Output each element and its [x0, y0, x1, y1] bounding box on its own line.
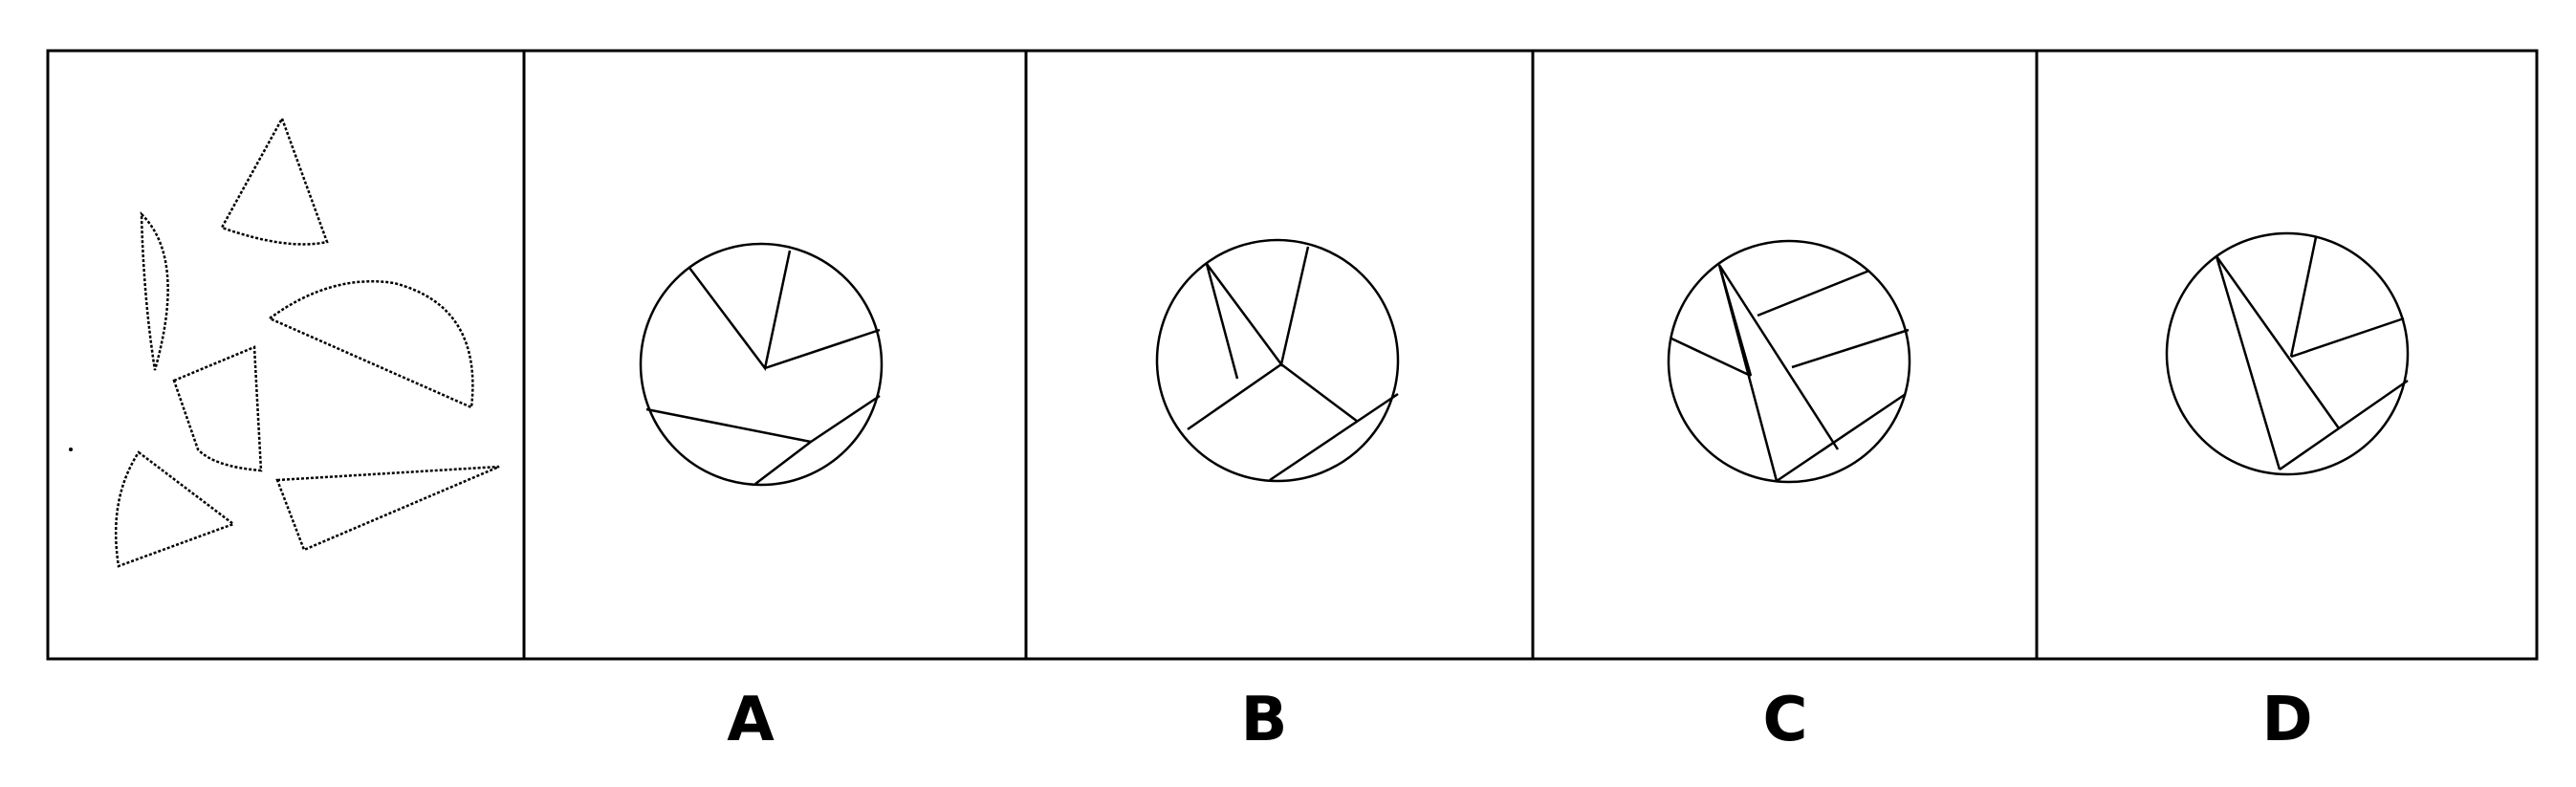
option-b-figure	[1155, 238, 1400, 483]
option-d-circle	[2165, 231, 2410, 476]
option-a-figure	[639, 242, 884, 487]
option-d-label[interactable]: D	[2261, 685, 2313, 755]
option-c-label[interactable]: C	[1762, 685, 1808, 755]
option-a-segments	[645, 250, 881, 485]
piece-semicircle	[267, 280, 474, 409]
stray-dot	[69, 448, 73, 451]
pieces-panel	[114, 115, 500, 568]
piece-quad	[172, 345, 263, 472]
option-d-figure	[2165, 231, 2410, 476]
piece-crescent	[140, 210, 169, 371]
option-c-figure	[1667, 239, 1911, 484]
option-b-label[interactable]: B	[1240, 685, 1288, 755]
option-c-segments	[1670, 264, 1910, 483]
option-b-segments	[1187, 246, 1399, 482]
frame-outline	[46, 49, 2539, 661]
option-c-circle	[1667, 239, 1911, 484]
option-a-circle	[639, 242, 884, 487]
option-d-segments	[2215, 236, 2409, 471]
piece-long-triangle	[275, 465, 500, 552]
option-a-label[interactable]: A	[727, 685, 775, 755]
piece-triangle-round	[114, 450, 236, 568]
option-b-circle	[1155, 238, 1400, 483]
panel-frames	[46, 49, 2539, 661]
piece-sector	[220, 115, 329, 246]
